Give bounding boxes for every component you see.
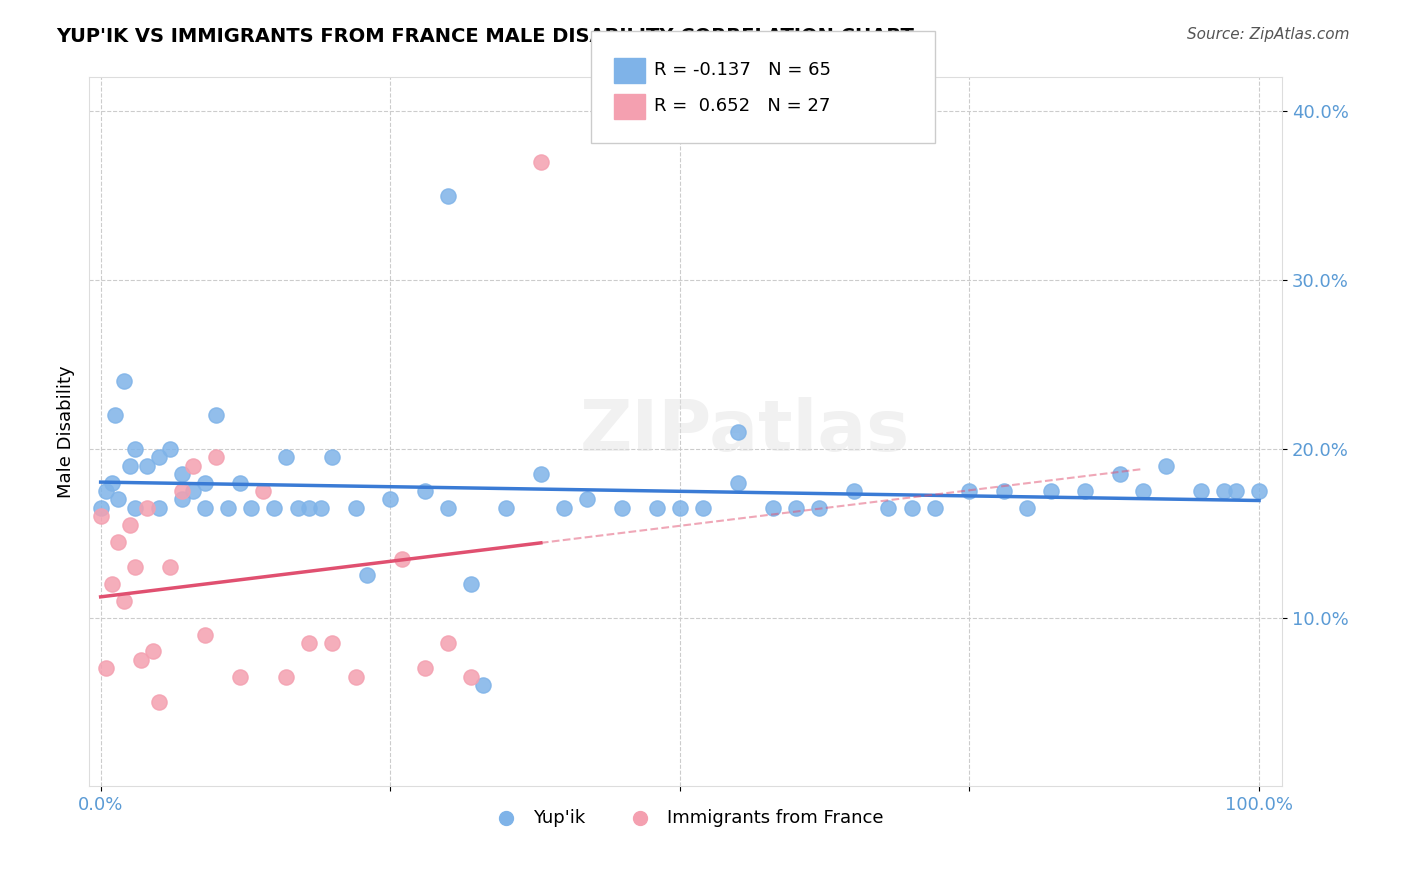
- Point: [101, 475, 124, 490]
- Point: [217, 500, 239, 515]
- Legend: Yup'ik, Immigrants from France: Yup'ik, Immigrants from France: [481, 802, 890, 834]
- Point: [727, 475, 749, 490]
- Point: [129, 653, 152, 667]
- Text: ZIPatlas: ZIPatlas: [581, 398, 910, 467]
- Point: [530, 467, 553, 482]
- Point: [159, 442, 181, 456]
- Point: [460, 577, 482, 591]
- Point: [194, 475, 217, 490]
- Point: [610, 500, 633, 515]
- Point: [194, 500, 217, 515]
- Point: [170, 484, 193, 499]
- Point: [1213, 484, 1236, 499]
- Point: [90, 509, 112, 524]
- Point: [413, 661, 436, 675]
- Point: [807, 500, 830, 515]
- Point: [553, 500, 575, 515]
- Point: [287, 500, 309, 515]
- Y-axis label: Male Disability: Male Disability: [58, 366, 75, 499]
- Point: [877, 500, 900, 515]
- Point: [101, 577, 124, 591]
- Point: [124, 560, 146, 574]
- Point: [228, 475, 250, 490]
- Point: [645, 500, 668, 515]
- Point: [183, 458, 205, 473]
- Text: YUP'IK VS IMMIGRANTS FROM FRANCE MALE DISABILITY CORRELATION CHART: YUP'IK VS IMMIGRANTS FROM FRANCE MALE DI…: [56, 27, 914, 45]
- Point: [460, 670, 482, 684]
- Point: [183, 484, 205, 499]
- Point: [356, 568, 378, 582]
- Point: [413, 484, 436, 499]
- Point: [90, 500, 112, 515]
- Point: [842, 484, 865, 499]
- Point: [495, 500, 517, 515]
- Text: Source: ZipAtlas.com: Source: ZipAtlas.com: [1187, 27, 1350, 42]
- Point: [309, 500, 332, 515]
- Point: [159, 560, 181, 574]
- Point: [170, 467, 193, 482]
- Point: [205, 450, 228, 465]
- Point: [205, 408, 228, 422]
- Point: [1189, 484, 1212, 499]
- Point: [669, 500, 692, 515]
- Point: [1074, 484, 1097, 499]
- Point: [471, 678, 494, 692]
- Point: [124, 500, 146, 515]
- Point: [576, 492, 599, 507]
- Point: [118, 517, 141, 532]
- Point: [252, 484, 274, 499]
- Point: [1132, 484, 1154, 499]
- Point: [785, 500, 807, 515]
- Point: [321, 636, 343, 650]
- Point: [148, 450, 170, 465]
- Point: [530, 154, 553, 169]
- Point: [1225, 484, 1247, 499]
- Point: [298, 500, 321, 515]
- Point: [142, 644, 165, 658]
- Point: [136, 458, 159, 473]
- Point: [148, 500, 170, 515]
- Point: [136, 500, 159, 515]
- Point: [274, 450, 297, 465]
- Point: [148, 695, 170, 709]
- Point: [924, 500, 946, 515]
- Point: [1017, 500, 1039, 515]
- Point: [692, 500, 714, 515]
- Point: [274, 670, 297, 684]
- Point: [993, 484, 1015, 499]
- Point: [107, 534, 129, 549]
- Point: [96, 484, 118, 499]
- Point: [112, 594, 135, 608]
- Point: [344, 670, 367, 684]
- Point: [298, 636, 321, 650]
- Point: [437, 500, 460, 515]
- Point: [380, 492, 402, 507]
- Point: [124, 442, 146, 456]
- Point: [118, 458, 141, 473]
- Point: [103, 408, 125, 422]
- Point: [263, 500, 285, 515]
- Text: R =  0.652   N = 27: R = 0.652 N = 27: [654, 97, 830, 115]
- Point: [170, 492, 193, 507]
- Point: [437, 188, 460, 202]
- Point: [959, 484, 981, 499]
- Point: [107, 492, 129, 507]
- Point: [1109, 467, 1132, 482]
- Point: [112, 374, 135, 388]
- Point: [437, 636, 460, 650]
- Point: [96, 661, 118, 675]
- Text: R = -0.137   N = 65: R = -0.137 N = 65: [654, 62, 831, 79]
- Point: [194, 627, 217, 641]
- Point: [344, 500, 367, 515]
- Point: [391, 551, 413, 566]
- Point: [1156, 458, 1178, 473]
- Point: [240, 500, 263, 515]
- Point: [1247, 484, 1270, 499]
- Point: [228, 670, 250, 684]
- Point: [900, 500, 922, 515]
- Point: [321, 450, 343, 465]
- Point: [761, 500, 783, 515]
- Point: [727, 425, 749, 439]
- Point: [1039, 484, 1062, 499]
